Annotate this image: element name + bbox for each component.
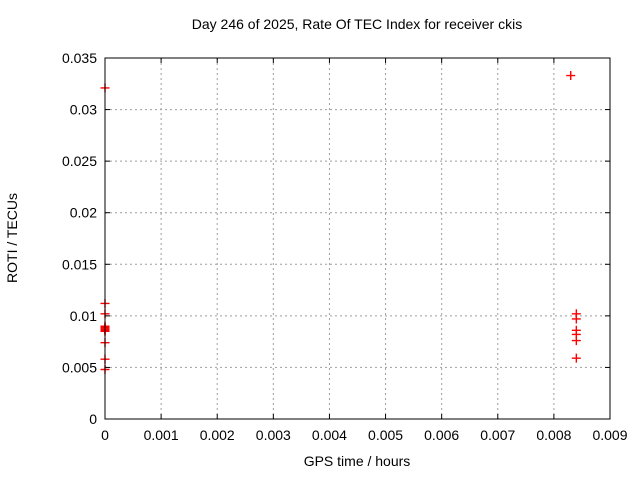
axes — [104, 57, 611, 420]
x-tick-label: 0.003 — [256, 427, 291, 443]
tick-labels: 0 0.001 0.002 0.003 0.004 0.005 0.006 0.007 0.00… — [62, 50, 628, 443]
x-tick-label: 0.007 — [480, 427, 515, 443]
y-tick-label: 0.025 — [62, 153, 97, 169]
x-tick-label: 0.009 — [592, 427, 627, 443]
plus-marker — [571, 314, 581, 324]
x-tick-label: 0.004 — [312, 427, 347, 443]
x-tick-label: 0.005 — [368, 427, 403, 443]
plus-marker — [566, 71, 576, 81]
y-tick-label: 0.01 — [70, 308, 97, 324]
x-axis-label: GPS time / hours — [304, 453, 411, 469]
gridlines — [104, 57, 611, 420]
x-tick-label: 0.008 — [536, 427, 571, 443]
x-tick-label: 0.006 — [424, 427, 459, 443]
x-tick-label: 0.001 — [144, 427, 179, 443]
y-tick-label: 0 — [89, 411, 97, 427]
plot-border — [104, 57, 611, 420]
y-axis-label: ROTI / TECUs — [4, 193, 20, 283]
plus-marker — [571, 336, 581, 346]
y-tick-label: 0.03 — [70, 102, 97, 118]
y-tick-label: 0.015 — [62, 256, 97, 272]
y-tick-label: 0.035 — [62, 50, 97, 66]
x-tick-label: 0.002 — [200, 427, 235, 443]
plus-marker — [571, 353, 581, 363]
data-points — [100, 71, 581, 374]
y-tick-label: 0.02 — [70, 205, 97, 221]
x-tick-label: 0 — [101, 427, 109, 443]
chart-title: Day 246 of 2025, Rate Of TEC Index for r… — [192, 16, 522, 32]
y-tick-label: 0.005 — [62, 359, 97, 375]
